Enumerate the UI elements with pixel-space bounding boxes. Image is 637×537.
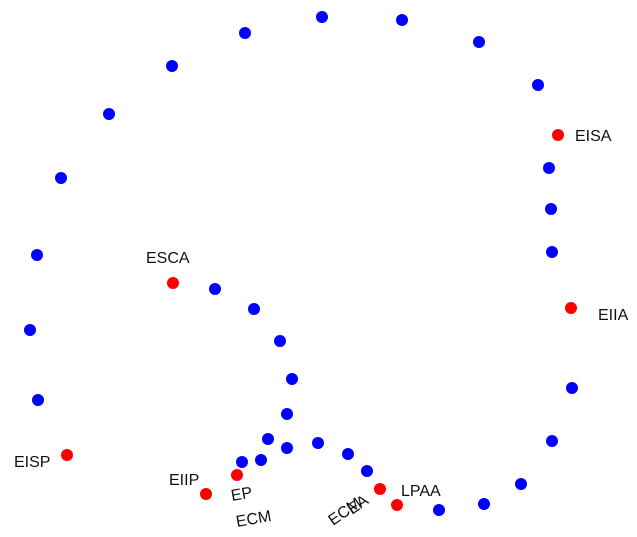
label-eisa: EISA xyxy=(575,128,612,145)
path-point xyxy=(532,79,544,91)
path-point xyxy=(515,478,527,490)
landmark-esca xyxy=(167,277,179,289)
path-point xyxy=(316,11,328,23)
path-point xyxy=(281,408,293,420)
path-point xyxy=(396,14,408,26)
path-point xyxy=(209,283,221,295)
path-point xyxy=(55,172,67,184)
path-point xyxy=(286,373,298,385)
path-point xyxy=(274,335,286,347)
path-point xyxy=(546,246,558,258)
path-point xyxy=(545,203,557,215)
label-esca: ESCA xyxy=(146,250,190,267)
landmark-eisa xyxy=(552,129,564,141)
landmark-ep xyxy=(231,469,243,481)
landmark-eisp xyxy=(61,449,73,461)
path-point xyxy=(248,303,260,315)
path-point xyxy=(31,249,43,261)
path-point xyxy=(566,382,578,394)
label-eiip: EIIP xyxy=(169,472,199,489)
path-point xyxy=(433,504,445,516)
landmark-eiia xyxy=(565,302,577,314)
path-point xyxy=(236,456,248,468)
label-ep: EP xyxy=(230,484,254,504)
path-point xyxy=(473,36,485,48)
path-point xyxy=(546,435,558,447)
path-point xyxy=(312,437,324,449)
landmark-lpaa xyxy=(391,499,403,511)
path-point xyxy=(262,433,274,445)
path-point xyxy=(166,60,178,72)
path-point xyxy=(255,454,267,466)
path-point xyxy=(478,498,490,510)
path-point xyxy=(543,162,555,174)
path-point xyxy=(361,465,373,477)
red-landmark-group xyxy=(61,129,577,511)
path-point xyxy=(281,442,293,454)
path-point xyxy=(32,394,44,406)
path-point xyxy=(342,448,354,460)
blue-point-group xyxy=(24,11,578,516)
label-lpaa: LPAA xyxy=(401,483,441,500)
path-point xyxy=(103,108,115,120)
label-eisp: EISP xyxy=(14,454,50,471)
label-ecm-left: ECM xyxy=(235,508,273,531)
landmark-ea xyxy=(374,483,386,495)
label-eiia: EIIA xyxy=(598,307,629,324)
label-group: EISA EIIA ESCA EISP EIIP EP ECM EA ECM L… xyxy=(14,128,629,531)
path-point xyxy=(24,324,36,336)
landmark-eiip xyxy=(200,488,212,500)
path-point xyxy=(239,27,251,39)
